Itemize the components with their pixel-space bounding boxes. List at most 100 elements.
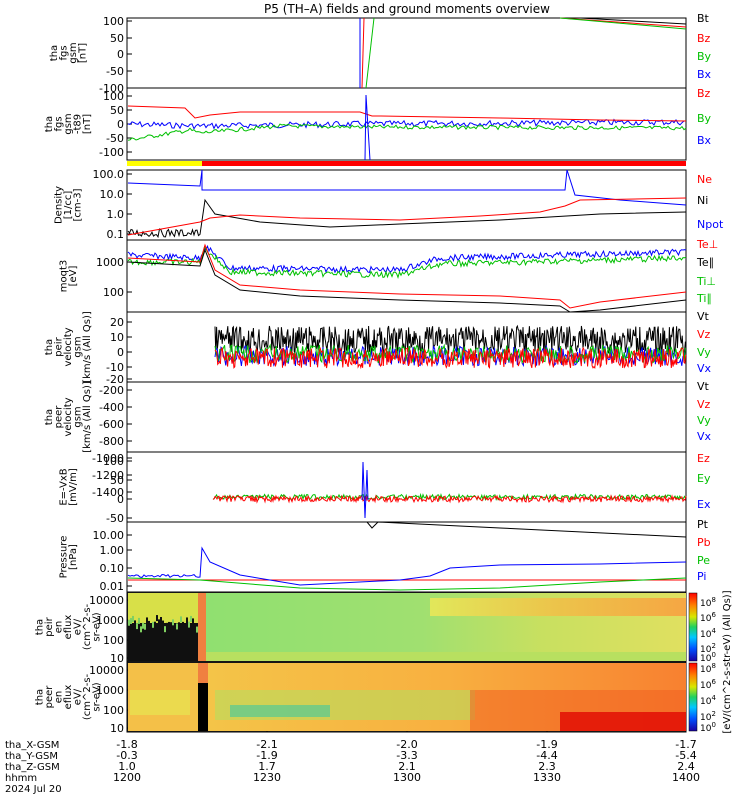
x-value: -1.9 (256, 749, 277, 762)
legend-entry: Te⊥ (696, 238, 718, 251)
spectrogram-speckle (188, 621, 190, 628)
legend-entry: Vz (697, 398, 711, 411)
legend-entry: Bx (697, 134, 712, 147)
y-tick-label: 50 (110, 474, 124, 487)
y-tick-label: 10 (110, 652, 124, 665)
y-tick-label: 10.0 (100, 188, 125, 201)
y-tick-label: -20 (106, 373, 124, 386)
series-vt (214, 324, 686, 355)
y-label: [eV] (68, 266, 79, 287)
y-tick-label: 10000 (89, 594, 124, 607)
y-tick-label: 10000 (89, 664, 124, 677)
series-bx-spike (364, 94, 371, 161)
y-tick-label: -100 (99, 82, 124, 95)
series-bz (127, 105, 687, 122)
spectrogram-speckle (168, 621, 170, 628)
y-label: E=-VxB (58, 468, 69, 505)
spectrogram-speckle (140, 626, 142, 633)
y-tick-label: 10 (110, 331, 124, 344)
y-label: sr-eV) (92, 612, 103, 641)
y-tick-label: 0.1 (107, 228, 125, 241)
spectrogram-speckle (184, 623, 186, 630)
spectrogram-speckle (190, 615, 192, 622)
y-label: eflux (63, 615, 74, 640)
series-pt (366, 521, 687, 538)
series-bz-spike (361, 17, 365, 89)
legend-entry: Vy (697, 414, 711, 427)
y-label: [nT] (77, 43, 88, 63)
panel-frame (126, 451, 687, 523)
series-ni (127, 198, 687, 239)
x-value: 1200 (113, 771, 141, 784)
y-label: (cm^2-s- (82, 673, 93, 720)
spectrogram-speckle (136, 623, 138, 630)
y-tick-label: 0.10 (100, 562, 125, 575)
spectrogram-speckle (132, 615, 134, 622)
series-ex (361, 461, 369, 519)
spectrogram-speckle (144, 623, 146, 630)
panel-7-data (212, 461, 687, 519)
y-tick-label: 10.00 (93, 529, 125, 542)
panel-frame (126, 239, 687, 313)
spectrogram-speckle (166, 622, 168, 629)
y-label: gsm (73, 406, 84, 427)
y-label: tha (44, 339, 55, 355)
spectrogram-early-low (128, 623, 198, 661)
series-bt (579, 17, 687, 25)
x-value: 1330 (533, 771, 561, 784)
y-tick-label: 100 (103, 286, 124, 299)
y-tick-label: -1400 (92, 486, 124, 499)
legend-entry: Vt (697, 380, 710, 393)
y-tick-label: 1.0 (107, 208, 125, 221)
x-value: 1.0 (118, 760, 136, 773)
spectrogram-speckle (186, 617, 188, 624)
status-bar-red (202, 161, 686, 166)
y-tick-label: 50 (110, 104, 124, 117)
series-pi (127, 546, 687, 586)
series-by-spike (365, 17, 375, 89)
series-ey (212, 492, 687, 502)
legend-entry: Bz (697, 87, 711, 100)
legend-entry: Vy (697, 346, 711, 359)
spectrogram-speckle (180, 616, 182, 623)
legend-entry: Vz (697, 328, 711, 341)
y-label: velocity (63, 327, 74, 366)
spectrogram-hottest-band (560, 712, 686, 731)
series-by (559, 17, 687, 30)
spectrogram-speckle (174, 623, 176, 630)
y-label: eV/ (73, 618, 84, 635)
legend-entry: Npot (697, 218, 724, 231)
y-tick-label: 20 (110, 316, 124, 329)
y-tick-label: -50 (106, 512, 124, 525)
colorbar-tick-label: 106 (700, 611, 716, 624)
y-tick-label: 0 (117, 48, 124, 61)
legend-entry: Pe (697, 554, 710, 567)
colorbar-tick-exponent: 6 (711, 611, 716, 619)
legend-entry: Pi (697, 570, 706, 583)
spectrogram-speckle (138, 617, 140, 624)
y-label: [nPa] (68, 544, 79, 570)
x-value: 1300 (393, 771, 421, 784)
spectrogram-speckle (146, 617, 148, 624)
y-label: Density (54, 186, 65, 224)
x-row-label: tha_Z-GSM (5, 762, 60, 773)
y-tick-label: 100.0 (93, 168, 125, 181)
y-label: moqt3 (58, 260, 69, 293)
spectrogram-speckle (142, 622, 144, 629)
panel-3-data (127, 169, 687, 239)
y-tick-label: -100 (99, 146, 124, 159)
panel-4-data (127, 243, 687, 313)
colorbar-tick-label: 108 (700, 596, 716, 609)
y-label: fgs (58, 45, 69, 60)
y-tick-label: -600 (99, 418, 124, 431)
colorbar-top (688, 592, 698, 662)
x-value: 1400 (672, 771, 700, 784)
spectrogram-speckle (196, 626, 198, 633)
spectrogram-speckle (192, 618, 194, 625)
colorbar-tick-label: 104 (700, 694, 716, 707)
x-value: -0.3 (116, 749, 137, 762)
panel-frame (126, 17, 687, 89)
spectrogram-speckle (128, 619, 130, 626)
